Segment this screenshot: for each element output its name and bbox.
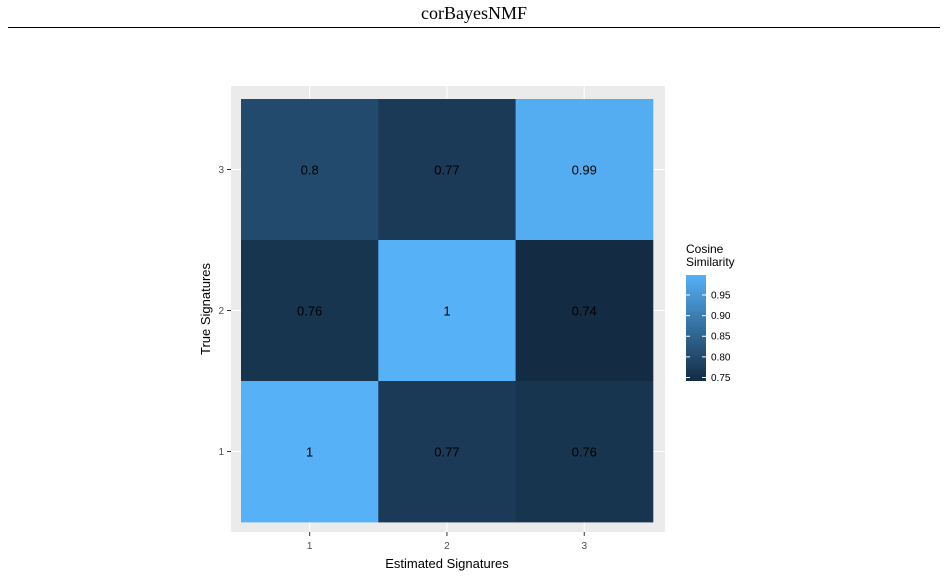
cell-label-x2-y2: 1 — [443, 304, 450, 319]
heatmap-cell-x1-y1 — [241, 381, 379, 523]
legend-tick-label-4: 0.75 — [711, 373, 731, 384]
axis-layer: 1 2 3 1 2 3 — [218, 165, 587, 552]
y-tick-label-3: 3 — [218, 165, 224, 176]
heatmap-cell-x3-y3 — [515, 99, 654, 241]
heatmap-cell-x3-y2 — [515, 240, 654, 382]
x-tick-label-2: 2 — [444, 541, 450, 552]
cell-label-x1-y2: 0.76 — [297, 304, 322, 319]
y-tick-label-2: 2 — [218, 306, 224, 317]
legend-tick-label-2: 0.85 — [711, 332, 731, 343]
header-rule — [8, 27, 940, 28]
cell-label-x3-y2: 0.74 — [572, 304, 597, 319]
heatmap-cell-x2-y3 — [378, 99, 516, 241]
cell-label-x3-y1: 0.76 — [572, 445, 597, 460]
cell-label-x2-y1: 0.77 — [434, 445, 459, 460]
legend-ticks: 0.95 0.90 0.85 0.80 0.75 — [686, 291, 731, 384]
x-tick-label-3: 3 — [581, 541, 587, 552]
page-header: corBayesNMF — [0, 0, 948, 30]
legend-title-line-1: Cosine — [686, 242, 724, 256]
legend-tick-label-1: 0.90 — [711, 311, 731, 322]
legend-colorbar — [686, 275, 706, 381]
cell-label-x1-y3: 0.8 — [301, 163, 319, 178]
cell-label-layer: 0.8 0.77 0.99 0.76 1 0.74 1 0.77 0.76 — [297, 163, 597, 460]
cell-label-x2-y3: 0.77 — [434, 163, 459, 178]
x-tick-label-1: 1 — [307, 541, 313, 552]
heatmap-cell-x1-y2 — [241, 240, 379, 382]
page-title: corBayesNMF — [421, 3, 527, 23]
cell-label-x3-y3: 0.99 — [572, 163, 597, 178]
legend-tick-label-3: 0.80 — [711, 352, 731, 363]
heatmap-cell-x1-y3 — [241, 99, 379, 241]
cell-label-x1-y1: 1 — [306, 445, 313, 460]
heatmap-cell-x2-y2 — [378, 240, 516, 382]
heatmap-cell-x2-y1 — [378, 381, 516, 523]
legend-tick-label-0: 0.95 — [711, 291, 731, 302]
x-axis-title: Estimated Signatures — [385, 556, 509, 571]
legend: Cosine Similarity 0.95 0.90 0.85 0.80 0.75 — [686, 242, 735, 384]
legend-title-line-2: Similarity — [686, 255, 735, 269]
y-tick-label-1: 1 — [218, 447, 224, 458]
y-axis-title: True Signatures — [198, 262, 213, 355]
heatmap-cell-x3-y1 — [515, 381, 654, 523]
cell-layer — [241, 99, 654, 523]
